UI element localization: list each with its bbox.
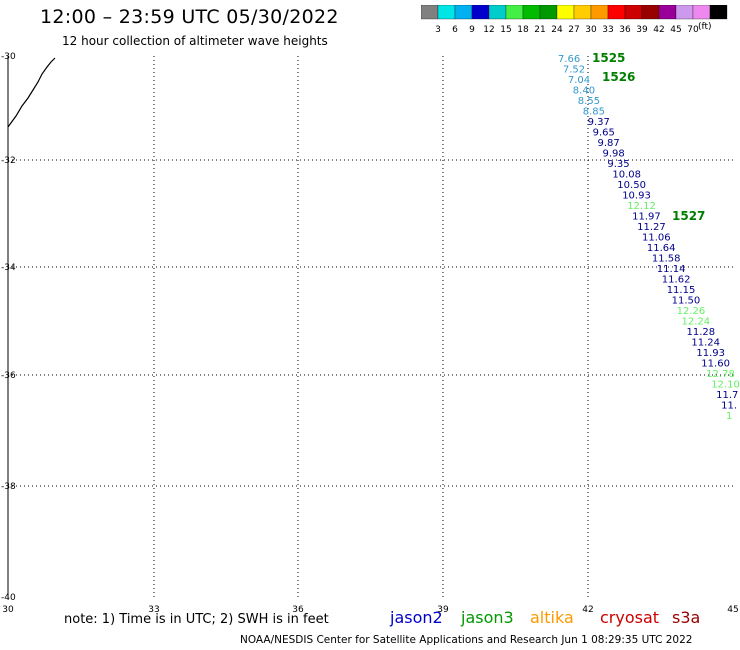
latitude-label: -40 — [1, 593, 16, 603]
legend-item-jason2: jason2 — [390, 608, 443, 627]
wave-height-label: 7.52 — [563, 65, 585, 76]
colorbar-tick-label: 30 — [585, 25, 597, 35]
wave-height-label: 9.35 — [607, 159, 629, 170]
legend-item-altika: altika — [530, 608, 574, 627]
wave-height-label: 1 — [726, 411, 732, 422]
wave-height-label: 11.60 — [701, 359, 730, 370]
footer-note: note: 1) Time is in UTC; 2) SWH is in fe… — [64, 612, 329, 627]
satellite-track-labels: 7.667.527.048.408.558.859.379.659.879.98… — [558, 54, 740, 422]
legend-item-s3a: s3a — [672, 608, 701, 627]
wave-height-label: 11.15 — [667, 285, 696, 296]
latitude-label: -30 — [1, 52, 16, 62]
longitude-label: 33 — [148, 605, 159, 615]
wave-height-label: 11.97 — [632, 212, 661, 223]
wave-height-label: 11.24 — [691, 338, 720, 349]
colorbar-unit: (ft) — [698, 22, 712, 32]
colorbar-tick-label: 39 — [636, 25, 648, 35]
wave-height-label: 12.10 — [711, 380, 740, 391]
wave-height-colorbar: 3 6 9 12 15 18 21 24 27 30 33 36 39 42 45 70 — [421, 5, 728, 35]
credit-line: NOAA/NESDIS Center for Satellite Applica… — [240, 634, 693, 646]
axis-tick-labels: -30 -32 -34 -36 -38 -40 30 33 36 39 42 45 — [1, 52, 739, 615]
colorbar-tick-label: 70 — [687, 25, 699, 35]
wave-height-label: 11.50 — [672, 296, 701, 307]
wave-height-label: 11.58 — [652, 254, 681, 265]
wave-height-label: 11.7 — [716, 390, 738, 401]
wave-height-label: 11.62 — [662, 275, 691, 286]
pass-number-labels: 1525 1526 1527 — [592, 51, 705, 223]
wave-height-label: 7.66 — [558, 54, 580, 65]
wave-height-label: 10.93 — [622, 191, 651, 202]
pass-number: 1525 — [592, 51, 625, 65]
wave-height-label: 11.14 — [657, 264, 686, 275]
wave-height-label: 9.65 — [593, 128, 615, 139]
wave-height-label: 10.50 — [617, 180, 646, 191]
colorbar-tick-label: 36 — [619, 25, 631, 35]
map-title: 12:00 – 23:59 UTC 05/30/2022 — [40, 6, 339, 28]
colorbar-tick-label: 9 — [469, 25, 475, 35]
grid-lines — [7, 56, 733, 597]
pass-number: 1527 — [672, 209, 705, 223]
legend-item-jason3: jason3 — [461, 608, 514, 627]
wave-height-label: 12.26 — [677, 306, 706, 317]
colorbar-tick-label: 12 — [483, 25, 494, 35]
wave-height-label: 9.98 — [603, 149, 625, 160]
wave-height-label: 9.87 — [598, 138, 620, 149]
wave-height-label: 8.55 — [578, 96, 600, 107]
pass-number: 1526 — [602, 70, 635, 84]
colorbar-tick-label: 18 — [517, 25, 529, 35]
latitude-label: -34 — [1, 263, 16, 273]
wave-height-label: 8.85 — [583, 107, 605, 118]
map-subtitle: 12 hour collection of altimeter wave hei… — [62, 34, 328, 48]
colorbar-tick-label: 33 — [602, 25, 613, 35]
latitude-label: -32 — [1, 156, 16, 166]
latitude-label: -36 — [1, 371, 16, 381]
wave-height-label: 7.04 — [568, 75, 590, 86]
legend-item-cryosat: cryosat — [600, 608, 660, 627]
coastline — [7, 57, 56, 128]
colorbar-tick-label: 42 — [653, 25, 664, 35]
wave-height-label: 11. — [721, 401, 737, 412]
longitude-label: 30 — [2, 605, 14, 615]
longitude-label: 39 — [437, 605, 449, 615]
colorbar-swatch — [709, 5, 728, 20]
wave-height-label: 10.08 — [612, 170, 641, 181]
colorbar-tick-label: 6 — [452, 25, 458, 35]
colorbar-tick-label: 24 — [551, 25, 563, 35]
colorbar-tick-label: 3 — [435, 25, 441, 35]
colorbar-tick-label: 15 — [500, 25, 511, 35]
wave-height-label: 8.40 — [573, 86, 595, 97]
longitude-label: 45 — [727, 605, 738, 615]
wave-height-label: 11.64 — [647, 243, 676, 254]
wave-height-label: 12.78 — [706, 369, 735, 380]
latitude-label: -38 — [1, 482, 16, 492]
colorbar-tick-label: 21 — [534, 25, 545, 35]
wave-height-label: 12.12 — [627, 201, 656, 212]
colorbar-tick-label: 45 — [670, 25, 681, 35]
wave-height-label: 11.28 — [687, 327, 716, 338]
wave-height-label: 11.06 — [642, 233, 671, 244]
wave-height-label: 9.37 — [588, 117, 610, 128]
wave-height-label: 11.93 — [696, 348, 725, 359]
colorbar-tick-label: 27 — [568, 25, 579, 35]
longitude-label: 42 — [582, 605, 593, 615]
wave-height-label: 12.24 — [682, 317, 711, 328]
longitude-label: 36 — [292, 605, 304, 615]
wave-height-label: 11.27 — [637, 222, 666, 233]
